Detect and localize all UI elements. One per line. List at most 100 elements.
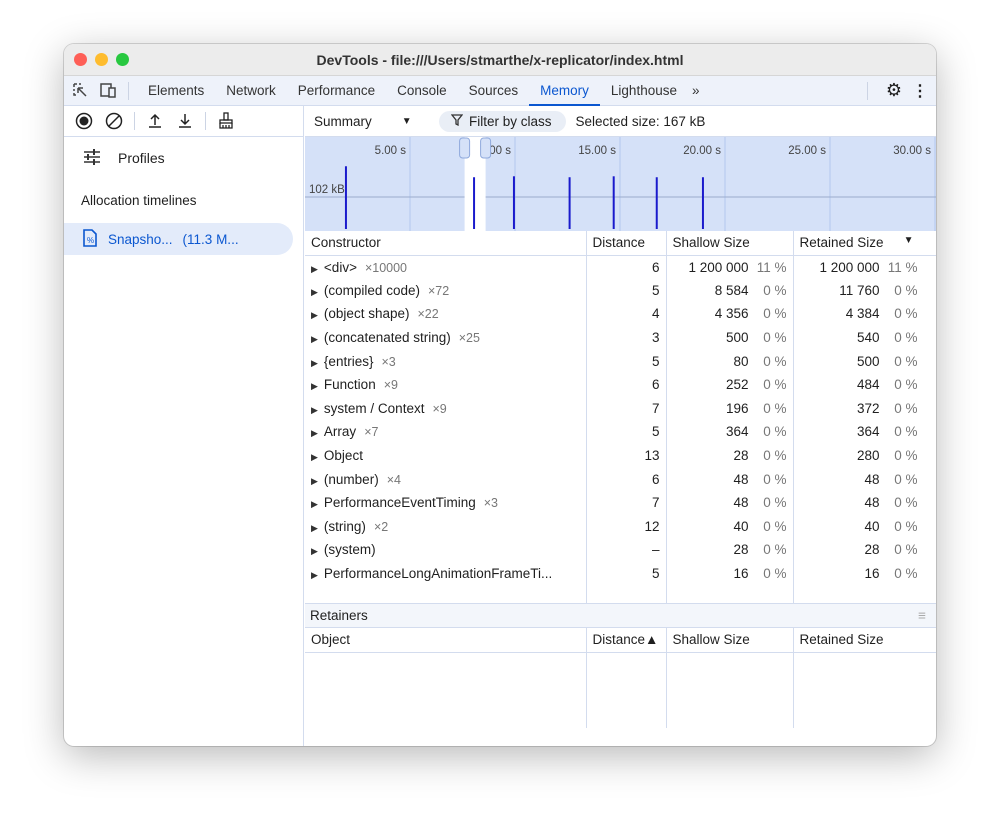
col-constructor[interactable]: Constructor — [305, 231, 587, 256]
instance-count: ×2 — [373, 519, 389, 534]
col-shallow-size[interactable]: Shallow Size — [666, 231, 794, 256]
selection-handle[interactable] — [459, 137, 471, 159]
ret-col-shallow-size[interactable]: Shallow Size — [666, 628, 794, 653]
close-button[interactable] — [74, 53, 87, 66]
load-profile-button[interactable] — [143, 109, 167, 133]
col-retained-size[interactable]: Retained Size ▼ — [793, 231, 936, 256]
selection-handle[interactable] — [480, 137, 492, 159]
shallow-percent: 0 % — [763, 471, 787, 487]
table-row[interactable]: ▶ (concatenated string) ×25 3 500 0 % 540 0 … — [305, 325, 936, 350]
shallow-percent: 11 % — [756, 259, 787, 275]
profiles-item[interactable]: Profiles — [64, 137, 303, 179]
time-tick: 20.00 s — [683, 145, 721, 157]
device-toolbar-icon[interactable] — [98, 80, 120, 102]
clear-all-button[interactable] — [102, 109, 126, 133]
retained-size: 540 — [856, 330, 880, 346]
constructor-name: system / Context — [323, 400, 425, 416]
table-row[interactable]: ▶ (number) ×4 6 48 0 % 48 0 % — [305, 467, 936, 491]
constructor-name: (object shape) — [323, 306, 410, 322]
constructor-name: (concatenated string) — [323, 330, 451, 346]
shallow-percent: 0 % — [763, 282, 787, 298]
col-distance[interactable]: Distance — [586, 231, 667, 256]
expand-triangle-icon[interactable]: ▶ — [311, 334, 318, 345]
table-row[interactable]: ▶ (string) ×2 12 40 0 % 40 0 % — [305, 514, 936, 539]
more-tabs-button[interactable]: » — [691, 82, 700, 98]
tab-console[interactable]: Console — [397, 82, 447, 98]
retained-percent: 0 % — [894, 282, 918, 298]
expand-triangle-icon[interactable]: ▶ — [311, 286, 318, 297]
time-tick: 5.00 s — [375, 145, 407, 157]
allocation-overview[interactable]: 5.00 s 10.00 s 15.00 s 20.00 s 25.00 s 30.00 … — [305, 137, 936, 231]
time-tick: 15.00 s — [578, 145, 616, 157]
table-row[interactable]: ▶ (object shape) ×22 4 4 356 0 % 4 384 0 % — [305, 302, 936, 326]
expand-triangle-icon[interactable]: ▶ — [311, 357, 318, 368]
title-bar: DevTools - file:///Users/stmarthe/x-repl… — [64, 44, 936, 76]
distance: 6 — [586, 467, 667, 491]
shallow-percent: 0 % — [763, 542, 787, 558]
save-profile-button[interactable] — [173, 109, 197, 133]
selection-window[interactable] — [464, 137, 486, 231]
table-row[interactable]: ▶ Object 13 28 0 % 280 0 % — [305, 443, 936, 468]
expand-triangle-icon[interactable]: ▶ — [311, 452, 318, 463]
tab-performance[interactable]: Performance — [297, 82, 376, 98]
distance: 7 — [586, 396, 667, 421]
snapshot-item[interactable]: % Snapsho... (11.3 M... — [64, 223, 293, 255]
expand-triangle-icon[interactable]: ▶ — [311, 475, 318, 486]
expand-triangle-icon[interactable]: ▶ — [311, 499, 318, 510]
ret-col-distance[interactable]: Distance▲ — [586, 628, 667, 653]
retained-size: 500 — [856, 353, 880, 369]
tab-memory[interactable]: Memory — [529, 76, 600, 106]
allocation-timelines-heading: Allocation timelines — [81, 193, 197, 208]
tab-elements[interactable]: Elements — [148, 82, 205, 98]
distance: 5 — [586, 561, 667, 586]
expand-triangle-icon[interactable]: ▶ — [311, 310, 318, 321]
shallow-size: 28 — [733, 542, 749, 558]
table-row[interactable]: ▶ {entries} ×3 5 80 0 % 500 0 % — [305, 349, 936, 373]
summary-grid: Constructor Distance Shallow Size Retain… — [305, 231, 936, 604]
view-select[interactable]: Summary ▼ — [314, 113, 412, 129]
table-row[interactable]: ▶ Array ×7 5 364 0 % 364 0 % — [305, 420, 936, 444]
retained-size: 11 760 — [839, 282, 880, 298]
zoom-button[interactable] — [116, 53, 129, 66]
more-options-icon[interactable]: ⋮ — [912, 82, 928, 100]
shallow-percent: 0 % — [763, 353, 787, 369]
distance: 5 — [586, 349, 667, 373]
expand-triangle-icon[interactable]: ▶ — [311, 522, 318, 533]
expand-triangle-icon[interactable]: ▶ — [311, 570, 318, 581]
ret-col-retained-size[interactable]: Retained Size — [793, 628, 936, 653]
class-filter-input[interactable]: Filter by class — [439, 110, 566, 132]
expand-triangle-icon[interactable]: ▶ — [311, 546, 318, 557]
table-row[interactable]: ▶ system / Context ×9 7 196 0 % 372 0 % — [305, 396, 936, 421]
tab-network[interactable]: Network — [226, 82, 276, 98]
distance: 5 — [586, 420, 667, 444]
table-row[interactable]: ▶ (compiled code) ×72 5 8 584 0 % 11 760 0 % — [305, 278, 936, 303]
expand-triangle-icon[interactable]: ▶ — [311, 263, 318, 274]
retained-percent: 0 % — [894, 400, 918, 416]
settings-gear-icon[interactable]: ⚙ — [885, 80, 902, 100]
collect-garbage-button[interactable] — [214, 109, 238, 133]
retained-size: 48 — [864, 495, 880, 511]
table-row[interactable]: ▶ PerformanceLongAnimationFrameTi... 5 16… — [305, 561, 936, 586]
constructor-name: (number) — [323, 471, 379, 487]
minimize-button[interactable] — [95, 53, 108, 66]
constructor-name: (string) — [323, 518, 366, 534]
drag-handle-icon[interactable]: ≡ — [918, 608, 926, 623]
table-row[interactable]: ▶ PerformanceEventTiming ×3 7 48 0 % 48 0 % — [305, 490, 936, 515]
distance: 6 — [586, 372, 667, 397]
tab-lighthouse[interactable]: Lighthouse — [610, 82, 677, 98]
inspect-element-icon[interactable] — [70, 80, 92, 102]
expand-triangle-icon[interactable]: ▶ — [311, 381, 318, 392]
ret-col-object[interactable]: Object — [305, 628, 587, 653]
window-title: DevTools - file:///Users/stmarthe/x-repl… — [316, 51, 684, 68]
retainers-header[interactable]: Retainers ≡ — [305, 604, 936, 628]
retained-percent: 0 % — [894, 330, 918, 346]
table-row[interactable]: ▶ (system) – 28 0 % 28 0 % — [305, 538, 936, 562]
expand-triangle-icon[interactable]: ▶ — [311, 428, 318, 439]
scale-label: 102 kB — [309, 184, 345, 196]
record-button[interactable] — [72, 109, 96, 133]
table-row[interactable]: ▶ Function ×9 6 252 0 % 484 0 % — [305, 372, 936, 397]
shallow-percent: 0 % — [763, 424, 787, 440]
tab-sources[interactable]: Sources — [468, 82, 519, 98]
table-row[interactable]: ▶ <div> ×10000 6 1 200 000 11 % 1 200 000 11… — [305, 255, 936, 279]
expand-triangle-icon[interactable]: ▶ — [311, 404, 318, 415]
